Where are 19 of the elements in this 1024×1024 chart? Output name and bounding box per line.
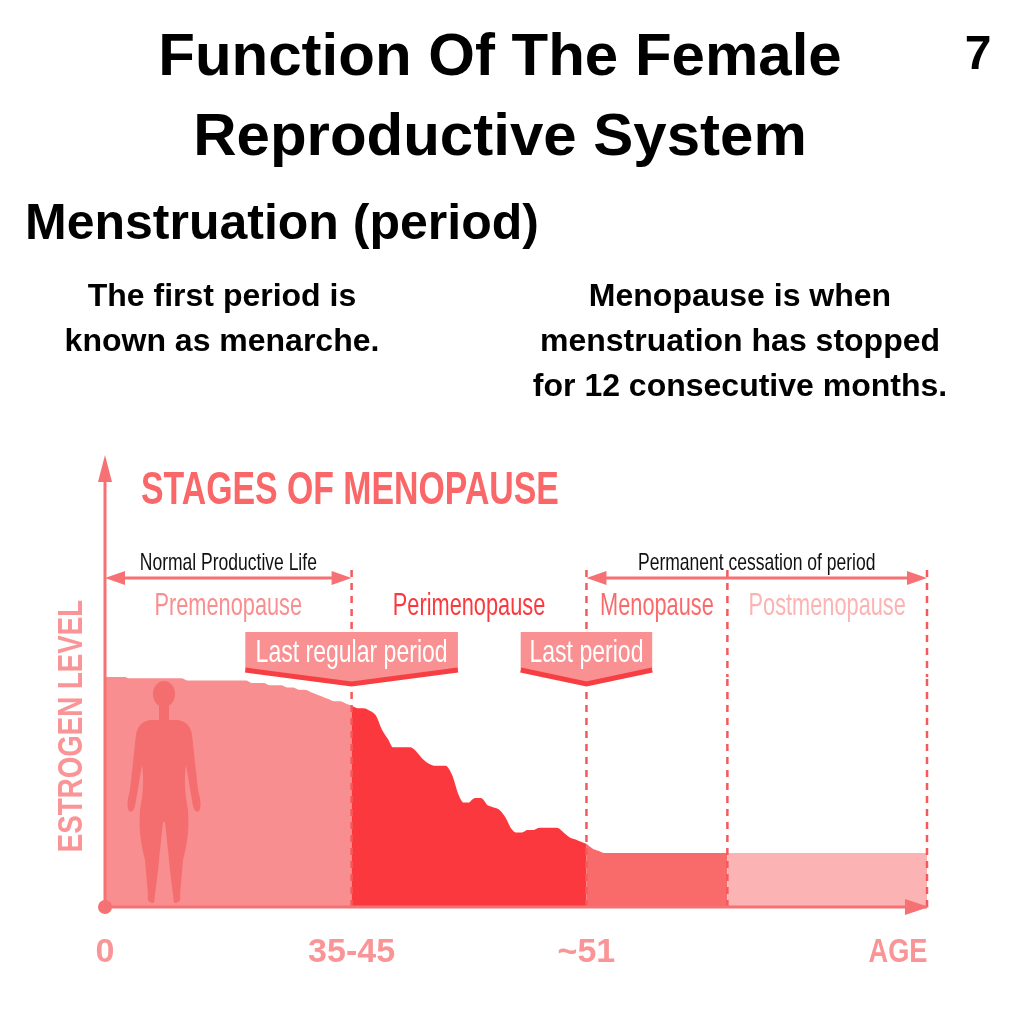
x-tick-label: 0 <box>95 931 115 969</box>
chart-subtitle: Menstruation (period) <box>25 193 539 252</box>
text: Normal Productive Life <box>139 548 317 575</box>
ref-line-label: Last regular period <box>255 633 448 669</box>
series-label: Premenopause <box>154 585 303 623</box>
text: Postmenopause <box>748 585 906 623</box>
text: STAGES OF MENOPAUSE <box>141 461 559 515</box>
text: 7 <box>963 25 993 81</box>
text: Menopause is when menstruation has stopped for 12 consecutive months. <box>531 276 949 405</box>
x-tick-label: ~51 <box>557 931 616 969</box>
text: Permanent cessation of period <box>637 548 876 575</box>
x-axis-title: AGE <box>868 931 928 970</box>
text: The first period is known as menarche. <box>63 276 381 360</box>
y-axis-title: ESTROGEN LEVEL <box>49 599 90 853</box>
text: Menopause <box>600 585 714 623</box>
text: Perimenopause <box>392 585 546 623</box>
ref-line-label: Last period <box>529 633 644 669</box>
chart-title: Function Of The Female Reproductive System <box>157 20 843 170</box>
x-tick-label: 35-45 <box>308 931 396 969</box>
